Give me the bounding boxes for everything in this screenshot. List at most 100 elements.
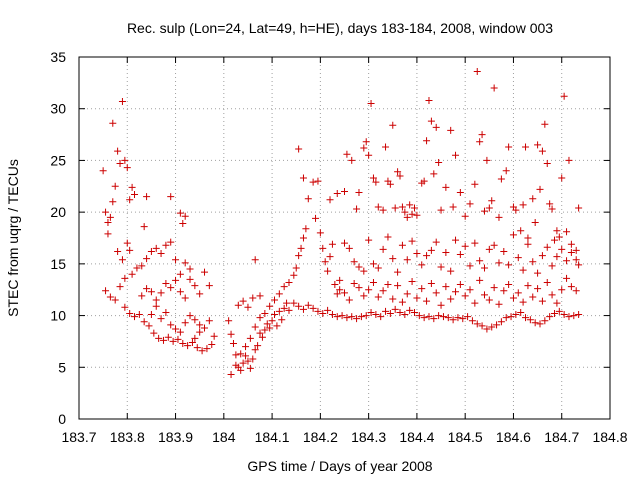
data-point	[343, 314, 351, 322]
data-point	[319, 244, 327, 252]
data-point	[263, 320, 271, 328]
data-point	[449, 203, 457, 211]
data-point	[186, 265, 194, 273]
data-point	[418, 285, 426, 293]
data-point	[121, 274, 129, 282]
data-point	[232, 351, 240, 359]
y-tick-label: 35	[50, 49, 66, 65]
data-point	[512, 311, 520, 319]
data-point	[408, 210, 416, 218]
data-point	[567, 248, 575, 256]
data-point	[367, 308, 375, 316]
data-point	[509, 294, 517, 302]
data-point	[478, 131, 486, 139]
data-point	[138, 292, 146, 300]
data-point	[558, 245, 566, 253]
data-point	[461, 212, 469, 220]
data-point	[227, 330, 235, 338]
data-point	[447, 267, 455, 275]
data-point	[336, 276, 344, 284]
data-point	[418, 261, 426, 269]
data-point	[225, 317, 233, 325]
data-point	[468, 317, 476, 325]
data-point	[319, 310, 327, 318]
x-tick-label: 184.6	[496, 429, 531, 445]
data-point	[109, 119, 117, 127]
data-point	[425, 313, 433, 321]
data-point	[147, 311, 155, 319]
data-point	[369, 174, 377, 182]
data-point	[563, 274, 571, 282]
data-point	[369, 278, 377, 286]
data-point	[242, 352, 250, 360]
data-point	[403, 213, 411, 221]
data-point	[362, 312, 370, 320]
data-point	[186, 312, 194, 320]
data-point	[485, 296, 493, 304]
data-point	[485, 245, 493, 253]
data-point	[271, 296, 279, 304]
data-point	[560, 92, 568, 100]
data-point	[565, 156, 573, 164]
data-point	[234, 301, 242, 309]
data-point	[121, 156, 129, 164]
data-point	[121, 303, 129, 311]
x-tick-label: 184.3	[351, 429, 386, 445]
data-point	[437, 301, 445, 309]
data-point	[290, 299, 298, 307]
data-point	[360, 292, 368, 300]
data-point	[382, 143, 390, 151]
data-point	[133, 264, 141, 272]
data-point	[398, 203, 406, 211]
data-point	[500, 287, 508, 295]
data-point	[442, 183, 450, 191]
data-point	[509, 231, 517, 239]
data-point	[538, 252, 546, 260]
data-point	[490, 241, 498, 249]
data-point	[488, 197, 496, 205]
data-point	[164, 333, 172, 341]
data-point	[372, 311, 380, 319]
data-point	[490, 284, 498, 292]
data-point	[413, 211, 421, 219]
data-point	[128, 270, 136, 278]
data-point	[179, 339, 187, 347]
data-point	[280, 283, 288, 291]
data-point	[565, 313, 573, 321]
data-point	[143, 193, 151, 201]
data-point	[309, 178, 317, 186]
data-point	[280, 304, 288, 312]
data-point	[505, 281, 513, 289]
data-point	[425, 96, 433, 104]
data-point	[237, 366, 245, 374]
data-point	[196, 321, 204, 329]
data-point	[466, 286, 474, 294]
data-point	[188, 338, 196, 346]
data-point	[118, 256, 126, 264]
data-point	[379, 245, 387, 253]
data-point	[176, 288, 184, 296]
data-point	[449, 316, 457, 324]
data-point	[391, 305, 399, 313]
data-point	[550, 310, 558, 318]
data-point	[201, 268, 209, 276]
data-point	[152, 244, 160, 252]
data-point	[290, 271, 298, 279]
data-point	[256, 292, 264, 300]
data-point	[128, 183, 136, 191]
data-point	[333, 313, 341, 321]
data-point	[357, 313, 365, 321]
data-point	[176, 270, 184, 278]
data-point	[256, 314, 264, 322]
data-point	[266, 324, 274, 332]
data-point	[430, 315, 438, 323]
data-point	[150, 329, 158, 337]
data-point	[111, 296, 119, 304]
data-point	[196, 290, 204, 298]
y-tick-label: 15	[50, 256, 66, 272]
data-point	[191, 334, 199, 342]
data-point	[447, 295, 455, 303]
data-point	[374, 293, 382, 301]
data-point	[452, 236, 460, 244]
